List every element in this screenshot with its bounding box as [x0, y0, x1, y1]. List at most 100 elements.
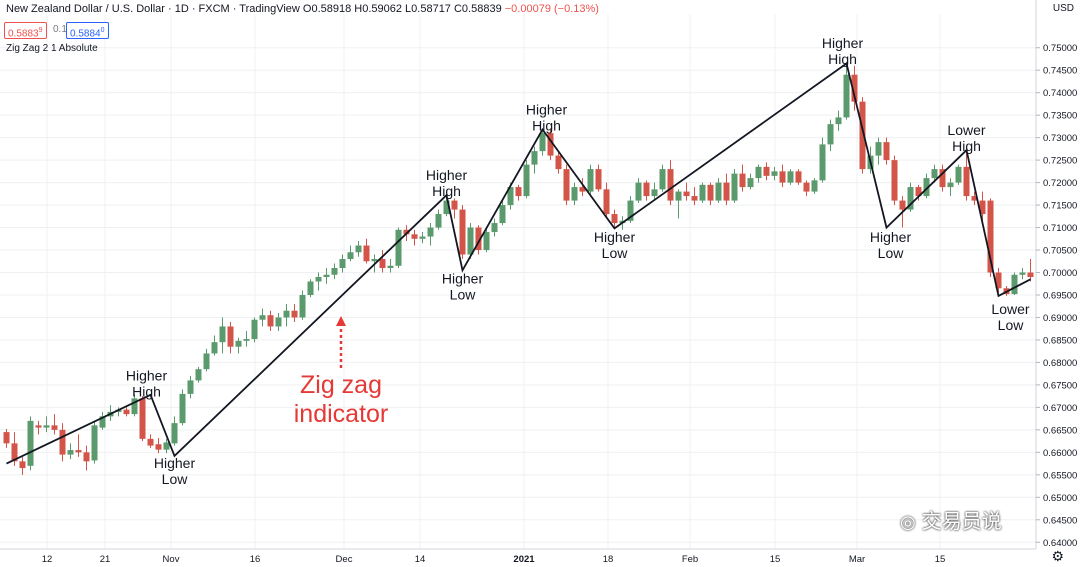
time-tick-label: 2021 [513, 554, 535, 565]
price-tick-label: 0.74500 [1043, 66, 1077, 77]
candle-body [787, 171, 794, 183]
candle-body [387, 265, 394, 269]
sell-price-superscript: 9 [38, 27, 43, 34]
candle-body [275, 317, 282, 327]
indicator-label[interactable]: Zig Zag 2 1 Absolute [6, 43, 98, 54]
candle-body [523, 164, 530, 197]
candle-body [363, 245, 370, 262]
price-tick-label: 0.64500 [1043, 515, 1077, 526]
candle-body [51, 425, 58, 430]
candle-body [771, 171, 778, 176]
price-tick-label: 0.73500 [1043, 111, 1077, 122]
annotation-label: Higher [426, 167, 468, 183]
currency-label[interactable]: USD [1052, 3, 1074, 14]
annotation-label: Low [878, 245, 905, 261]
candle-body [27, 420, 34, 466]
candle-body [379, 259, 386, 269]
candle-body [355, 245, 362, 253]
annotation-label: Higher [126, 367, 168, 383]
gear-icon[interactable]: ⚙ [1051, 548, 1064, 564]
candle-body [731, 173, 738, 201]
candle-body [1011, 274, 1018, 295]
callout-label: Zig zag [300, 371, 382, 399]
price-tick-label: 0.70500 [1043, 246, 1077, 257]
candle-body [547, 133, 554, 156]
candle-body [163, 442, 170, 450]
candle-body [11, 443, 18, 462]
price-tick-label: 0.74000 [1043, 88, 1077, 99]
candle-body [859, 101, 866, 170]
candle-body [875, 142, 882, 156]
candle-body [451, 200, 458, 210]
candle-body [555, 155, 562, 170]
candle-body [411, 234, 418, 239]
annotations-layer: HigherHighHigherLowHigherHighHigherLowHi… [126, 35, 1030, 487]
candle-body [803, 182, 810, 192]
candle-body [899, 200, 906, 210]
price-tick-label: 0.68500 [1043, 335, 1077, 346]
time-tick-label: 15 [770, 554, 781, 565]
annotation-label: Lower [947, 122, 985, 138]
candle-body [483, 232, 490, 251]
annotation-label: Lower [991, 301, 1029, 317]
price-tick-label: 0.65000 [1043, 493, 1077, 504]
candle-body [571, 187, 578, 201]
price-tick-label: 0.66000 [1043, 448, 1077, 459]
time-tick-label: 16 [250, 554, 261, 565]
price-tick-label: 0.69000 [1043, 313, 1077, 324]
price-tick-label: 0.69500 [1043, 290, 1077, 301]
candle-body [595, 169, 602, 190]
candle-body [811, 180, 818, 192]
candle-body [963, 166, 970, 197]
buy-button[interactable]: 0.58840 [66, 22, 109, 39]
candle-body [243, 339, 250, 341]
candle-body [995, 272, 1002, 289]
candle-body [339, 259, 346, 269]
candle-body [931, 169, 938, 179]
candle-body [291, 310, 298, 318]
candle-body [699, 184, 706, 201]
callout-label: indicator [294, 400, 389, 428]
candle-body [371, 259, 378, 262]
price-tick-label: 0.71000 [1043, 223, 1077, 234]
time-tick-label: 12 [42, 554, 53, 565]
candle-body [707, 184, 714, 201]
candle-body [1019, 272, 1026, 275]
candle-body [171, 423, 178, 444]
annotation-label: Higher [154, 455, 196, 471]
candle-body [835, 117, 842, 125]
candle-body [35, 425, 42, 428]
price-axis[interactable]: 0.64000 0.64500 0.65000 0.65500 0.66000 0.665… [1035, 0, 1077, 549]
candle-body [827, 124, 834, 145]
candle-body [563, 169, 570, 201]
sell-button[interactable]: 0.58839 [4, 22, 47, 39]
candle-body [395, 229, 402, 266]
spread-value: 0.1 [50, 22, 70, 37]
candle-body [531, 151, 538, 165]
sell-price: 0.5883 [8, 28, 39, 40]
candle-body [155, 444, 162, 450]
candle-body [187, 380, 194, 394]
candle-body [939, 169, 946, 188]
annotation-label: Higher [870, 229, 912, 245]
time-axis[interactable]: 12 21 Nov 16 Dec 14 2021 18 Feb 15 Mar 15 [0, 548, 1036, 565]
candle-body [923, 178, 930, 197]
annotation-label: Low [450, 287, 477, 303]
candle-body [747, 178, 754, 188]
candle-body [427, 227, 434, 237]
candle-body [75, 450, 82, 453]
annotation-label: High [532, 117, 561, 133]
time-tick-label: 18 [603, 554, 614, 565]
candle-body [91, 425, 98, 461]
time-tick-label: 15 [935, 554, 946, 565]
candle-body [299, 294, 306, 318]
candle-body [891, 160, 898, 201]
annotation-label: Low [602, 245, 629, 261]
zigzag-layer [6, 61, 1031, 465]
candle-body [99, 416, 106, 428]
candle-body [683, 191, 690, 197]
candle-body [819, 144, 826, 181]
symbol-title[interactable]: New Zealand Dollar / U.S. Dollar · 1D · … [6, 3, 300, 15]
candle-body [283, 310, 290, 318]
